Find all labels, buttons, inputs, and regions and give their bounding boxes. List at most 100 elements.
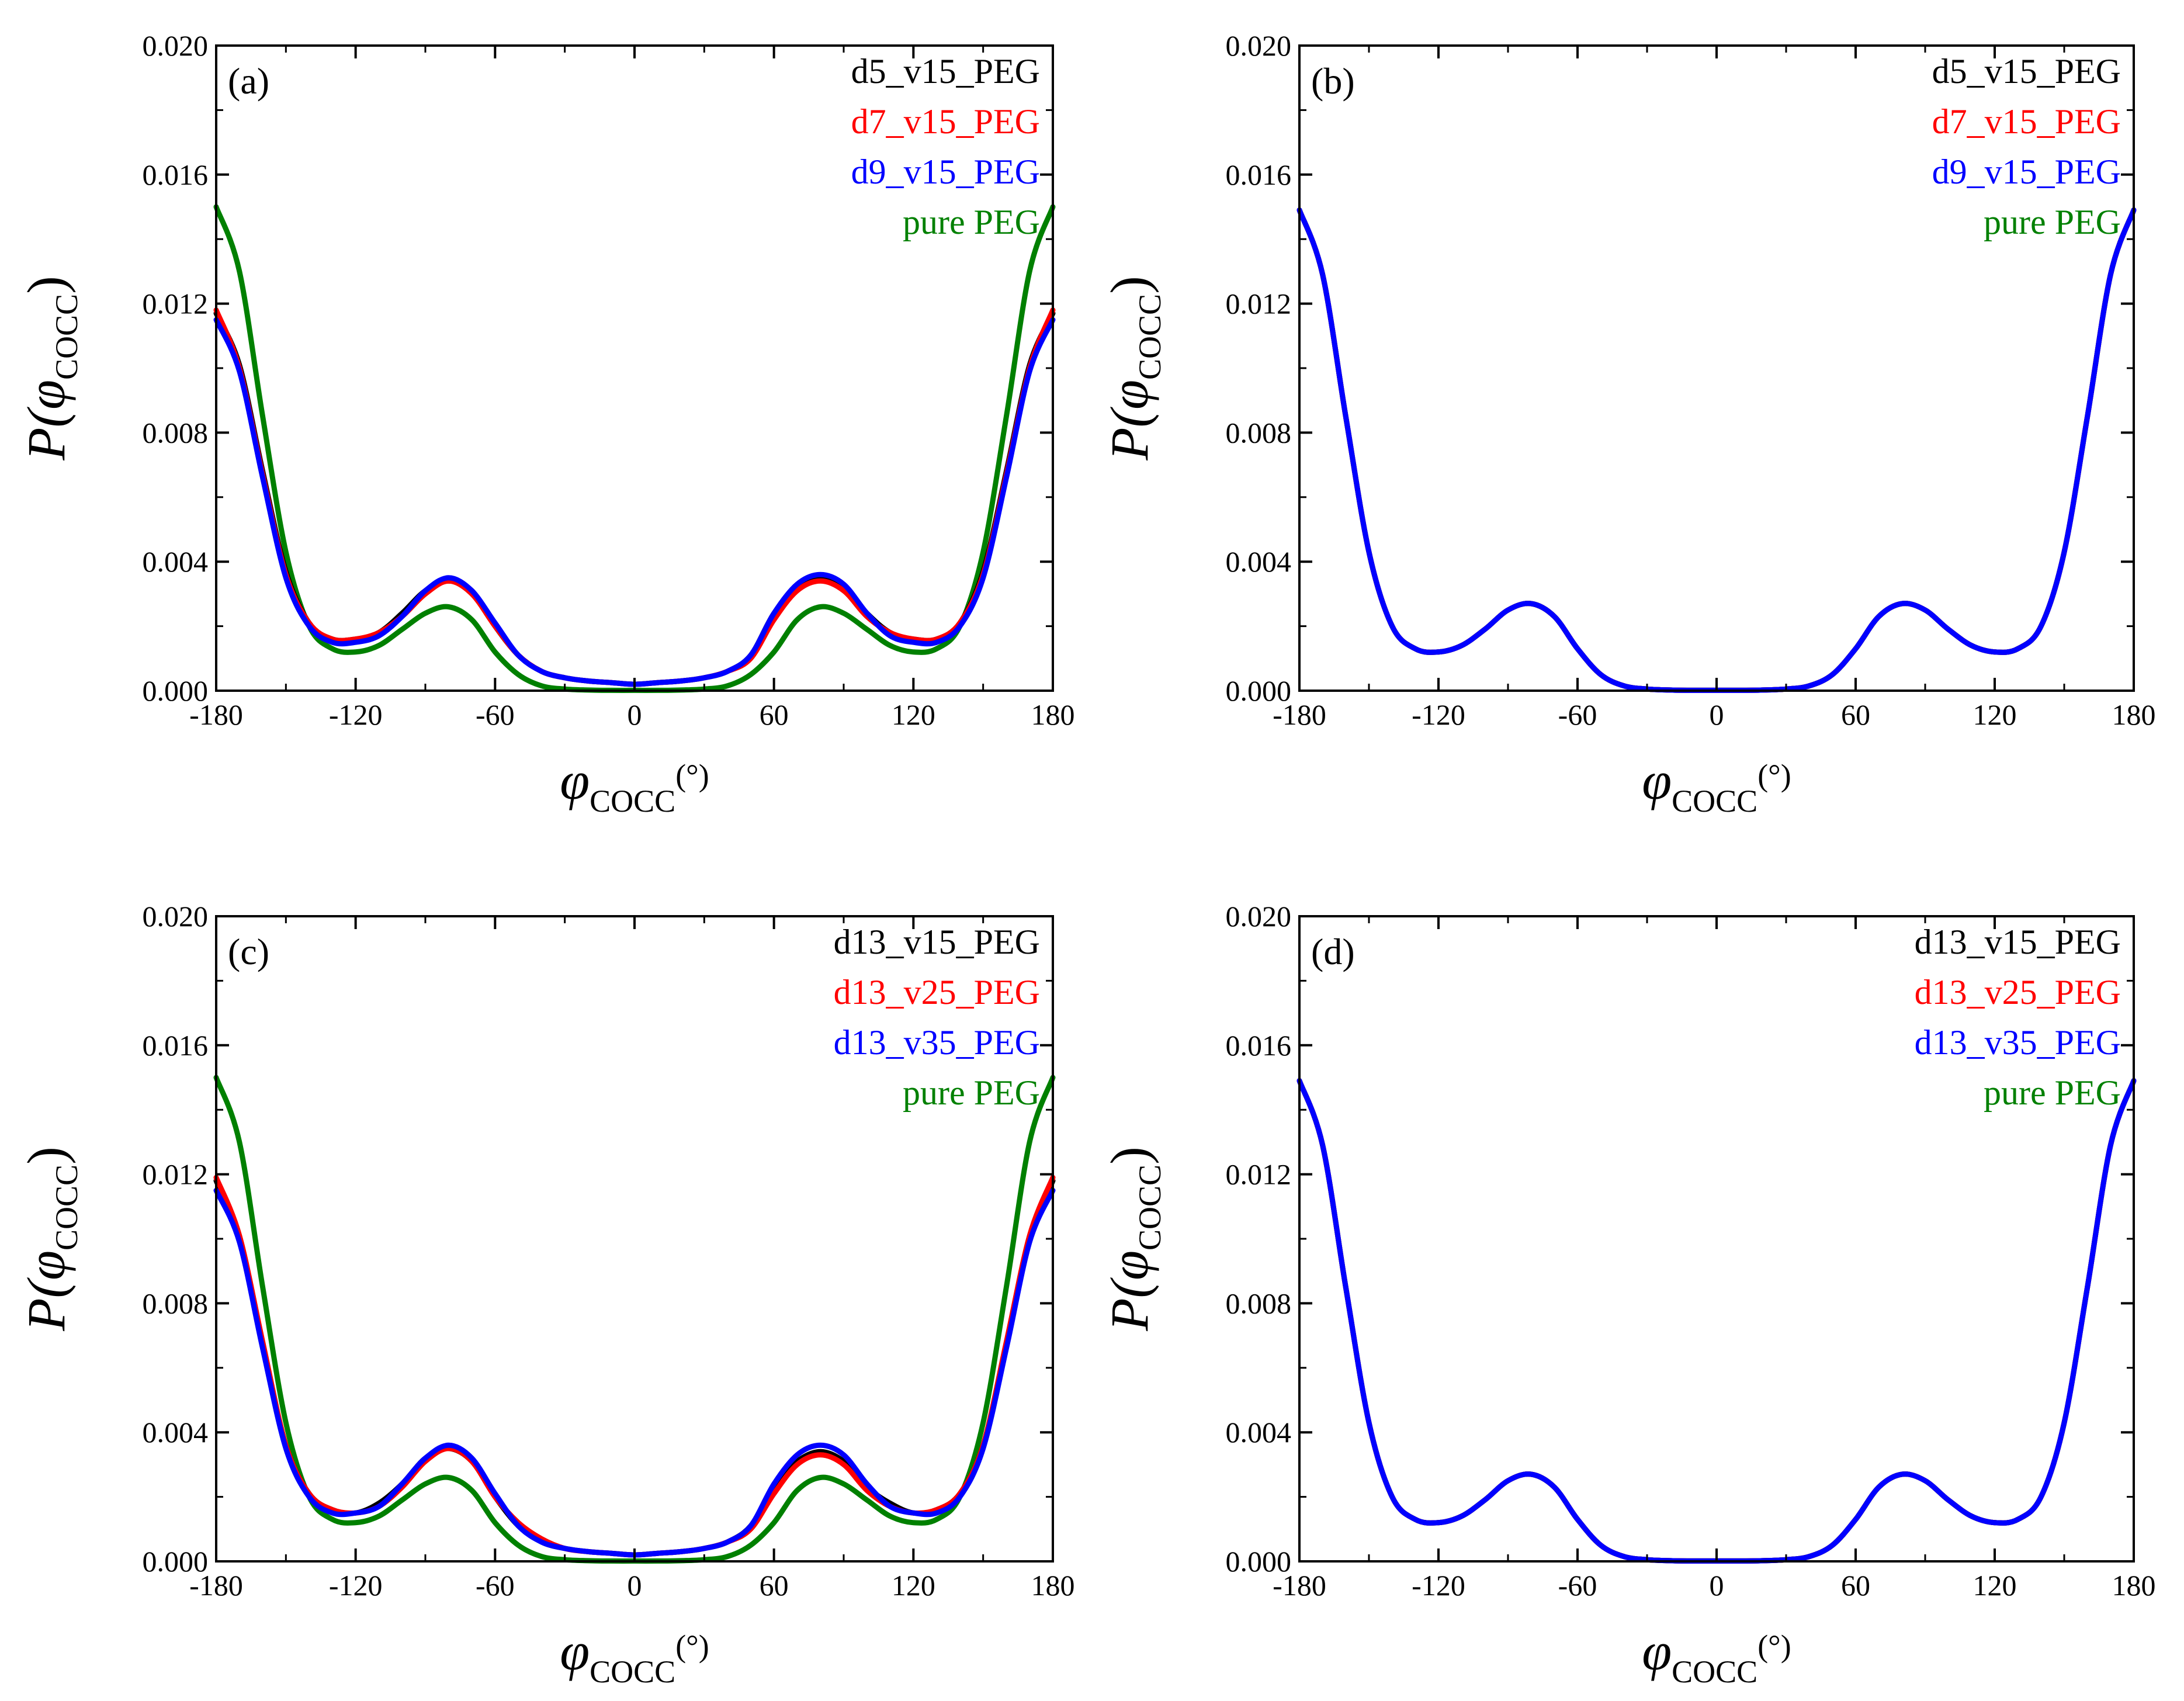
y-axis-subscript: COCC	[49, 294, 84, 380]
x-tick-label: -60	[1558, 1569, 1597, 1602]
y-axis-prefix: P(	[16, 1277, 76, 1332]
x-tick-label: -120	[1412, 698, 1465, 731]
legend-entry: d13_v25_PEG	[834, 973, 1040, 1011]
x-tick-label: 60	[760, 1569, 789, 1602]
x-tick-label: 120	[892, 698, 935, 731]
y-tick-label: 0.020	[1226, 900, 1292, 933]
x-tick-label: -60	[476, 698, 515, 731]
y-tick-label: 0.000	[143, 674, 209, 707]
y-axis-suffix: )	[1100, 276, 1159, 294]
panel-label: (b)	[1311, 60, 1355, 102]
x-axis-unit: (°)	[675, 758, 709, 793]
legend-entry: d13_v15_PEG	[834, 923, 1040, 961]
x-axis-title: φCOCC(°)	[1642, 751, 1791, 819]
y-axis-prefix: P(	[16, 407, 76, 461]
x-axis-unit: (°)	[1757, 1629, 1791, 1664]
y-axis-symbol: φ	[1100, 1250, 1159, 1280]
y-axis-symbol: φ	[16, 380, 76, 410]
x-tick-label: 60	[1841, 1569, 1870, 1602]
y-axis-prefix: P(	[1100, 1277, 1159, 1332]
y-tick-label: 0.012	[143, 1158, 209, 1191]
x-axis-subscript: COCC	[1672, 784, 1757, 819]
legend-entry: d13_v15_PEG	[1915, 923, 2121, 961]
x-axis-symbol: φ	[560, 751, 590, 810]
x-axis-symbol: φ	[1642, 751, 1672, 810]
x-tick-label: 180	[2112, 1569, 2156, 1602]
legend-entry: pure PEG	[1984, 203, 2121, 241]
y-axis-suffix: )	[16, 1146, 76, 1165]
panel-label: (c)	[228, 931, 269, 972]
y-tick-label: 0.020	[143, 29, 209, 62]
y-tick-label: 0.008	[1226, 1287, 1292, 1319]
y-tick-label: 0.012	[1226, 1158, 1292, 1191]
x-axis-subscript: COCC	[590, 784, 675, 819]
y-tick-label: 0.008	[1226, 416, 1292, 449]
y-axis-symbol: φ	[16, 1250, 76, 1280]
y-tick-label: 0.004	[143, 1416, 209, 1449]
panel-label: (a)	[228, 60, 269, 102]
legend-entry: d5_v15_PEG	[1932, 52, 2121, 91]
x-tick-label: 120	[1973, 698, 2017, 731]
y-axis-subscript: COCC	[49, 1165, 84, 1250]
x-tick-label: -120	[1412, 1569, 1465, 1602]
x-tick-label: -180	[1273, 698, 1326, 731]
panel-b: -180 -120 -60 0 60 120 180 0.000 0.004 0.008 0.012…	[1100, 29, 2156, 819]
y-axis-suffix: )	[16, 276, 76, 294]
x-axis-symbol: φ	[560, 1622, 590, 1681]
y-axis-prefix: P(	[1100, 407, 1159, 461]
legend-entry: d9_v15_PEG	[851, 153, 1040, 191]
panel-label: (d)	[1311, 931, 1355, 972]
legend-entry: pure PEG	[903, 1073, 1040, 1112]
x-axis-subscript: COCC	[590, 1654, 675, 1689]
y-axis-subscript: COCC	[1132, 294, 1167, 380]
x-tick-label: -180	[189, 1569, 243, 1602]
legend-entry: d13_v35_PEG	[834, 1023, 1040, 1062]
y-tick-label: 0.016	[143, 1029, 209, 1062]
x-tick-label: -120	[329, 1569, 383, 1602]
legend-entry: d7_v15_PEG	[1932, 102, 2121, 141]
y-tick-label: 0.008	[143, 1287, 209, 1319]
panel-d: -180 -120 -60 0 60 120 180 0.000 0.004 0.008 0.012…	[1100, 900, 2156, 1689]
x-tick-label: 0	[628, 1569, 642, 1602]
legend-entry: d9_v15_PEG	[1932, 153, 2121, 191]
y-tick-label: 0.004	[1226, 545, 1292, 578]
x-tick-label: 0	[1710, 698, 1724, 731]
panels: -180 -120 -60 0 60 120 180 0.000 0.004 0.008 0.012…	[16, 29, 2156, 1689]
y-tick-label: 0.012	[143, 287, 209, 320]
x-axis-title: φCOCC(°)	[1642, 1622, 1791, 1689]
x-axis-unit: (°)	[675, 1629, 709, 1664]
x-tick-label: -180	[189, 698, 243, 731]
x-tick-label: 180	[1031, 698, 1075, 731]
legend-entry: d13_v35_PEG	[1915, 1023, 2121, 1062]
y-tick-label: 0.020	[1226, 29, 1292, 62]
legend-entry: pure PEG	[903, 203, 1040, 241]
legend-entry: d13_v25_PEG	[1915, 973, 2121, 1011]
x-tick-label: 60	[1841, 698, 1870, 731]
x-tick-label: 180	[2112, 698, 2156, 731]
x-tick-label: -60	[1558, 698, 1597, 731]
legend-entry: pure PEG	[1984, 1073, 2121, 1112]
x-tick-label: -120	[329, 698, 383, 731]
x-axis-title: φCOCC(°)	[560, 751, 709, 819]
x-axis-title: φCOCC(°)	[560, 1622, 709, 1689]
y-tick-label: 0.020	[143, 900, 209, 933]
y-tick-label: 0.008	[143, 416, 209, 449]
x-axis-symbol: φ	[1642, 1622, 1672, 1681]
legend-entry: d7_v15_PEG	[851, 102, 1040, 141]
x-tick-label: 0	[628, 698, 642, 731]
x-tick-label: 60	[760, 698, 789, 731]
y-tick-label: 0.012	[1226, 287, 1292, 320]
y-axis-subscript: COCC	[1132, 1165, 1167, 1250]
x-tick-label: 120	[1973, 1569, 2017, 1602]
y-tick-label: 0.004	[143, 545, 209, 578]
y-axis-title: P(φCOCC)	[1100, 276, 1167, 460]
y-tick-label: 0.016	[143, 158, 209, 191]
y-axis-title: P(φCOCC)	[1100, 1146, 1167, 1331]
x-tick-label: -180	[1273, 1569, 1326, 1602]
x-tick-label: 0	[1710, 1569, 1724, 1602]
panel-a: -180 -120 -60 0 60 120 180 0.000 0.004 0.008 0.012…	[16, 29, 1075, 819]
y-tick-label: 0.000	[143, 1545, 209, 1578]
y-tick-label: 0.016	[1226, 158, 1292, 191]
x-axis-unit: (°)	[1757, 758, 1791, 793]
